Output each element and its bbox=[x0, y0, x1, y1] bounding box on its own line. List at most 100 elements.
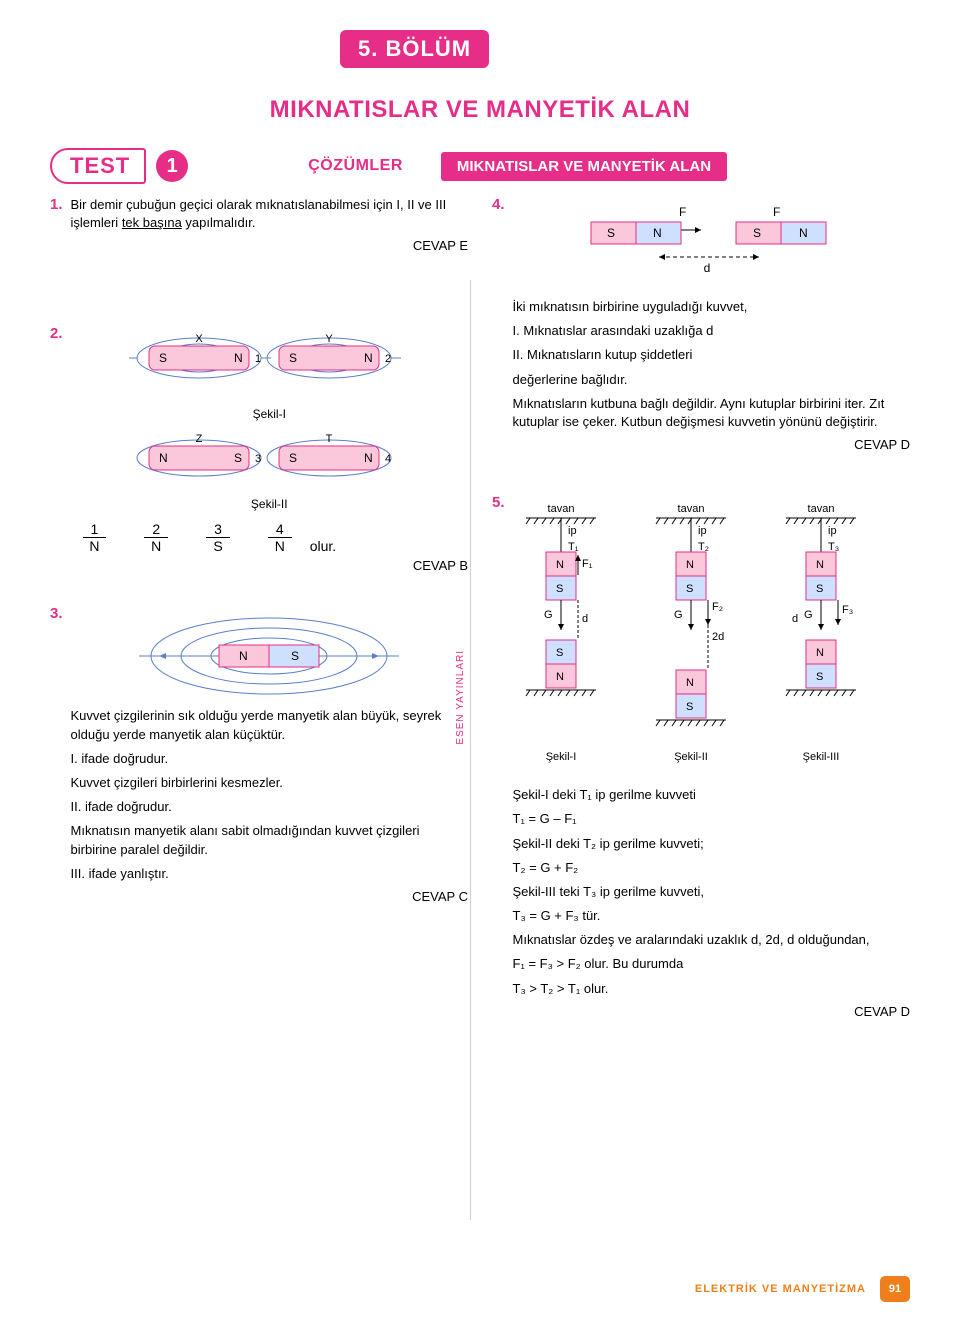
q2-table: 1 N 2 N 3 S 4 N bbox=[83, 521, 468, 554]
svg-text:N: N bbox=[556, 671, 564, 683]
q4: 4. F F SN SN d İki mı bbox=[492, 196, 910, 464]
svg-text:N: N bbox=[239, 649, 248, 663]
footer: ELEKTRİK VE MANYETİZMA 91 bbox=[695, 1276, 910, 1302]
q5-b1: T₁ = G – F₁ bbox=[513, 810, 910, 828]
svg-text:N: N bbox=[364, 351, 373, 365]
svg-text:Y: Y bbox=[326, 333, 334, 345]
q5-b4: Şekil-III teki T₃ ip gerilme kuvveti, bbox=[513, 883, 910, 901]
svg-text:N: N bbox=[816, 647, 824, 659]
q2-col3: 3 bbox=[206, 521, 230, 538]
svg-text:ip: ip bbox=[568, 525, 577, 537]
svg-text:Şekil-I: Şekil-I bbox=[546, 751, 577, 763]
q3-answer: CEVAP C bbox=[71, 889, 468, 904]
q4-l0: İki mıknatısın birbirine uyguladığı kuvv… bbox=[513, 298, 910, 316]
q2-sekil1: SN X 1 SN Y 2 bbox=[129, 331, 409, 401]
q2-sekil2: NS Z 3 SN T 4 bbox=[129, 431, 409, 491]
q5-b5: T₃ = G + F₃ tür. bbox=[513, 907, 910, 925]
svg-text:F₃: F₃ bbox=[842, 604, 853, 616]
svg-text:T₂: T₂ bbox=[698, 541, 709, 553]
q3-l3: II. ifade doğrudur. bbox=[71, 798, 468, 816]
q3: 3. N S Kuvvet çizgilerinin sık bbox=[50, 605, 468, 916]
q3-l2: Kuvvet çizgileri birbirlerini kesmezler. bbox=[71, 774, 468, 792]
q2-col2: 2 bbox=[144, 521, 168, 538]
banner-mid: ÇÖZÜMLER bbox=[308, 157, 403, 175]
q1: 1. Bir demir çubuğun geçici olarak mıkna… bbox=[50, 196, 468, 265]
q2-olur: olur. bbox=[310, 538, 336, 554]
svg-text:N: N bbox=[686, 559, 694, 571]
svg-text:S: S bbox=[816, 583, 823, 595]
q1-number: 1. bbox=[50, 196, 63, 265]
svg-text:N: N bbox=[159, 451, 168, 465]
svg-text:T₃: T₃ bbox=[828, 541, 839, 553]
left-col: 1. Bir demir çubuğun geçici olarak mıkna… bbox=[50, 196, 468, 1041]
q3-l0: Kuvvet çizgilerinin sık olduğu yerde man… bbox=[71, 707, 468, 743]
svg-text:S: S bbox=[753, 226, 761, 240]
svg-text:N: N bbox=[364, 451, 373, 465]
svg-text:T: T bbox=[326, 433, 333, 445]
svg-text:Z: Z bbox=[196, 433, 203, 445]
q4-l4: Mıknatısların kutbuna bağlı değildir. Ay… bbox=[513, 395, 910, 431]
q5-number: 5. bbox=[492, 494, 505, 1031]
section-title: MIKNATISLAR VE MANYETİK ALAN bbox=[50, 96, 910, 124]
q1-text: Bir demir çubuğun geçici olarak mıknatıs… bbox=[71, 196, 468, 232]
q4-figure: F F SN SN d bbox=[561, 202, 861, 292]
columns: 1. Bir demir çubuğun geçici olarak mıkna… bbox=[50, 196, 910, 1041]
svg-text:1: 1 bbox=[255, 353, 261, 365]
svg-text:S: S bbox=[289, 451, 297, 465]
q2-col4: 4 bbox=[268, 521, 292, 538]
svg-text:N: N bbox=[799, 226, 808, 240]
q4-number: 4. bbox=[492, 196, 505, 464]
right-col: 4. F F SN SN d İki mı bbox=[492, 196, 910, 1041]
q3-figure: N S bbox=[139, 611, 399, 701]
q4-l1: I. Mıknatıslar arasındaki uzaklığa d bbox=[513, 322, 910, 340]
svg-text:S: S bbox=[816, 671, 823, 683]
svg-text:tavan: tavan bbox=[548, 503, 575, 515]
svg-text:G: G bbox=[674, 609, 683, 621]
svg-text:S: S bbox=[686, 583, 693, 595]
q5-figure: tavan ipT₁ N S G F₁ d S N bbox=[516, 500, 906, 780]
svg-text:ip: ip bbox=[698, 525, 707, 537]
svg-text:3: 3 bbox=[255, 453, 261, 465]
q2-col1: 1 bbox=[83, 521, 107, 538]
svg-text:N: N bbox=[686, 677, 694, 689]
q5-b8: T₃ > T₂ > T₁ olur. bbox=[513, 980, 910, 998]
q3-number: 3. bbox=[50, 605, 63, 916]
q3-l1: I. ifade doğrudur. bbox=[71, 750, 468, 768]
svg-text:S: S bbox=[556, 647, 563, 659]
svg-text:F₁: F₁ bbox=[582, 558, 593, 570]
svg-text:d: d bbox=[792, 613, 798, 625]
q2-val2: N bbox=[144, 538, 168, 554]
svg-text:F₂: F₂ bbox=[712, 601, 723, 613]
q2-val3: S bbox=[206, 538, 230, 554]
svg-text:S: S bbox=[607, 226, 615, 240]
footer-label: ELEKTRİK VE MANYETİZMA bbox=[695, 1283, 866, 1295]
svg-text:S: S bbox=[291, 649, 299, 663]
svg-text:G: G bbox=[544, 609, 553, 621]
svg-text:S: S bbox=[234, 451, 242, 465]
q2-val4: N bbox=[268, 538, 292, 554]
svg-text:Şekil-III: Şekil-III bbox=[803, 751, 840, 763]
q4-l3: değerlerine bağlıdır. bbox=[513, 371, 910, 389]
q5-b0: Şekil-I deki T₁ ip gerilme kuvveti bbox=[513, 786, 910, 804]
svg-text:2d: 2d bbox=[712, 631, 724, 643]
svg-text:tavan: tavan bbox=[808, 503, 835, 515]
q3-l4: Mıknatısın manyetik alanı sabit olmadığı… bbox=[71, 822, 468, 858]
q2-val1: N bbox=[83, 538, 107, 554]
svg-text:S: S bbox=[289, 351, 297, 365]
publisher-sideways: ESEN YAYINLARI bbox=[455, 650, 466, 745]
q5-b7: F₁ = F₃ > F₂ olur. Bu durumda bbox=[513, 955, 910, 973]
svg-text:F: F bbox=[773, 205, 780, 219]
q2: 2. SN X 1 bbox=[50, 325, 468, 585]
svg-text:G: G bbox=[804, 609, 813, 621]
svg-text:S: S bbox=[556, 583, 563, 595]
q4-l2: II. Mıknatısların kutup şiddetleri bbox=[513, 346, 910, 364]
q2-answer: CEVAP B bbox=[71, 558, 468, 573]
page: 5. BÖLÜM MIKNATISLAR VE MANYETİK ALAN TE… bbox=[0, 0, 960, 1071]
svg-text:d: d bbox=[582, 613, 588, 625]
q2-number: 2. bbox=[50, 325, 63, 585]
svg-text:F: F bbox=[679, 205, 686, 219]
svg-text:Şekil-II: Şekil-II bbox=[674, 751, 708, 763]
q1-answer: CEVAP E bbox=[71, 238, 468, 253]
q5-b6: Mıknatıslar özdeş ve aralarındaki uzaklı… bbox=[513, 931, 910, 949]
svg-text:2: 2 bbox=[385, 353, 391, 365]
